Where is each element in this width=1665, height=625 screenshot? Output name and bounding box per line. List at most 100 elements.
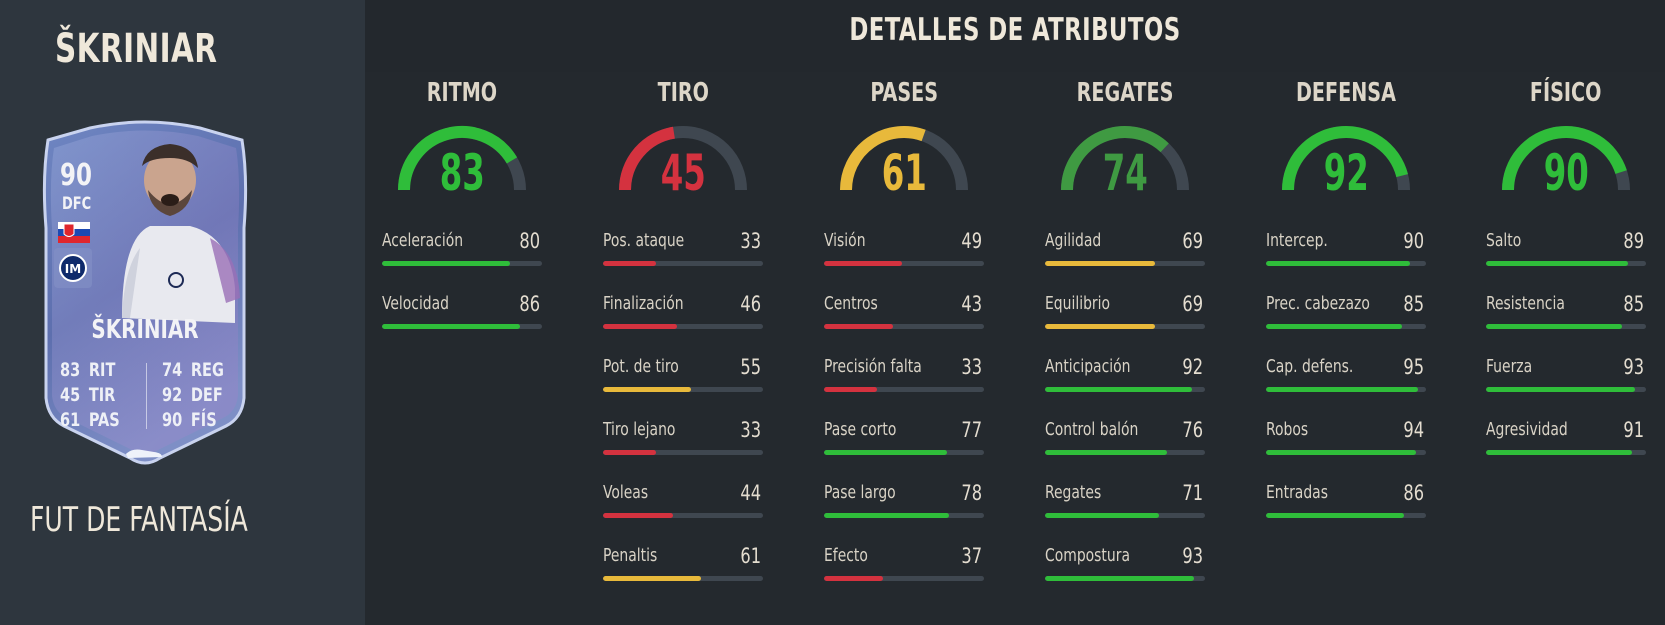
card-stat: 83 RIT bbox=[60, 359, 116, 381]
attribute-bar bbox=[1266, 387, 1426, 392]
panel-title: DETALLES DE ATRIBUTOS bbox=[849, 12, 1181, 48]
attribute-bar-fill bbox=[1045, 513, 1159, 518]
card-stat: 61 PAS bbox=[60, 409, 120, 431]
category-regates: REGATES 74 Agilidad 69 Equilibrio 69 Anticipac… bbox=[1045, 78, 1205, 581]
attribute-name: Centros bbox=[824, 293, 878, 314]
attribute-value: 71 bbox=[1182, 481, 1203, 505]
attribute-name: Tiro lejano bbox=[603, 419, 676, 440]
attribute-bar-fill bbox=[824, 576, 884, 581]
card-stat: 92 DEF bbox=[162, 384, 223, 406]
attribute-name: Pase corto bbox=[824, 419, 897, 440]
panel-header bbox=[365, 0, 1665, 72]
attribute-row: Fuerza 93 bbox=[1486, 355, 1646, 396]
attribute-name: Voleas bbox=[603, 482, 649, 503]
player-photo bbox=[122, 144, 240, 323]
attribute-value: 80 bbox=[519, 229, 540, 253]
attribute-bar bbox=[824, 261, 984, 266]
attribute-row: Efecto 37 bbox=[824, 544, 984, 585]
attribute-value: 43 bbox=[961, 292, 982, 316]
attribute-bar-fill bbox=[1486, 324, 1622, 329]
attribute-name: Fuerza bbox=[1486, 356, 1533, 377]
attribute-bar bbox=[824, 576, 984, 581]
attribute-bar-fill bbox=[382, 324, 520, 329]
attribute-name: Precisión falta bbox=[824, 356, 922, 377]
category-gauge: 83 bbox=[382, 110, 542, 220]
gauge-fill bbox=[398, 126, 518, 191]
card-background: IM bbox=[42, 120, 248, 465]
attribute-value: 95 bbox=[1403, 355, 1424, 379]
attribute-value: 89 bbox=[1623, 229, 1644, 253]
attribute-bar-fill bbox=[603, 324, 677, 329]
attribute-row: Tiro lejano 33 bbox=[603, 418, 763, 459]
attribute-bar bbox=[603, 513, 763, 518]
attribute-row: Robos 94 bbox=[1266, 418, 1426, 459]
attribute-bar bbox=[603, 261, 763, 266]
attribute-bar-fill bbox=[824, 450, 948, 455]
attribute-bar-fill bbox=[382, 261, 510, 266]
category-pases: PASES 61 Visión 49 Centros 43 Precisión falta 3… bbox=[824, 78, 984, 581]
attribute-row: Visión 49 bbox=[824, 229, 984, 270]
attribute-bar-fill bbox=[824, 261, 903, 266]
attribute-value: 86 bbox=[519, 292, 540, 316]
attribute-bar-fill bbox=[824, 513, 949, 518]
attribute-name: Compostura bbox=[1045, 545, 1130, 566]
card-version-label: FUT DE FANTASÍA bbox=[30, 500, 248, 540]
attribute-value: 37 bbox=[961, 544, 982, 568]
attribute-bar-fill bbox=[603, 576, 701, 581]
attribute-bar bbox=[382, 324, 542, 329]
category-title: REGATES bbox=[1076, 78, 1174, 108]
card-stats-divider bbox=[146, 363, 147, 429]
category-value: 90 bbox=[1543, 144, 1589, 202]
attribute-bar bbox=[824, 450, 984, 455]
gauge-fill bbox=[840, 126, 926, 191]
attribute-value: 61 bbox=[740, 544, 761, 568]
category-físico: FÍSICO 90 Salto 89 Resistencia 85 Fuerza 93 Agre… bbox=[1486, 78, 1646, 455]
attribute-name: Finalización bbox=[603, 293, 684, 314]
attribute-name: Resistencia bbox=[1486, 293, 1565, 314]
attribute-bar bbox=[603, 387, 763, 392]
attribute-value: 46 bbox=[740, 292, 761, 316]
gauge-fill bbox=[1061, 126, 1169, 191]
category-value: 83 bbox=[439, 144, 485, 202]
category-gauge: 74 bbox=[1045, 110, 1205, 220]
category-defensa: DEFENSA 92 Intercep. 90 Prec. cabezazo 85 Cap.… bbox=[1266, 78, 1426, 518]
attribute-name: Cap. defens. bbox=[1266, 356, 1354, 377]
nation-flag bbox=[58, 222, 90, 243]
player-card[interactable]: IM 90 DFC ŠKRINIAR 83 RIT 45 TIR 61 PAS … bbox=[30, 118, 260, 478]
attribute-row: Anticipación 92 bbox=[1045, 355, 1205, 396]
attribute-bar bbox=[1486, 387, 1646, 392]
attribute-value: 92 bbox=[1182, 355, 1203, 379]
attribute-bar bbox=[1045, 450, 1205, 455]
attribute-bar-fill bbox=[603, 513, 674, 518]
attribute-row: Prec. cabezazo 85 bbox=[1266, 292, 1426, 333]
category-title: DEFENSA bbox=[1296, 78, 1396, 108]
attribute-bar bbox=[603, 450, 763, 455]
attribute-row: Salto 89 bbox=[1486, 229, 1646, 270]
attribute-bar bbox=[603, 324, 763, 329]
attribute-row: Resistencia 85 bbox=[1486, 292, 1646, 333]
attribute-bar-fill bbox=[1266, 513, 1404, 518]
attribute-row: Pase corto 77 bbox=[824, 418, 984, 459]
club-badge: IM bbox=[54, 248, 92, 288]
attribute-row: Pase largo 78 bbox=[824, 481, 984, 522]
attribute-row: Cap. defens. 95 bbox=[1266, 355, 1426, 396]
attribute-bar-fill bbox=[1266, 450, 1417, 455]
attribute-value: 93 bbox=[1182, 544, 1203, 568]
category-title: PASES bbox=[870, 78, 938, 108]
attribute-row: Velocidad 86 bbox=[382, 292, 542, 333]
attribute-value: 76 bbox=[1182, 418, 1203, 442]
attribute-name: Agilidad bbox=[1045, 230, 1102, 251]
attribute-bar-fill bbox=[1045, 324, 1156, 329]
attribute-bar-fill bbox=[1486, 450, 1632, 455]
attribute-value: 85 bbox=[1623, 292, 1644, 316]
attribute-name: Equilibrio bbox=[1045, 293, 1111, 314]
category-gauge: 61 bbox=[824, 110, 984, 220]
attribute-name: Salto bbox=[1486, 230, 1522, 251]
boot-icon bbox=[124, 444, 164, 464]
attribute-bar bbox=[1266, 324, 1426, 329]
category-tiro: TIRO 45 Pos. ataque 33 Finalización 46 Pot. de… bbox=[603, 78, 763, 581]
category-value: 45 bbox=[660, 144, 706, 202]
attribute-bar bbox=[1045, 576, 1205, 581]
attribute-value: 78 bbox=[961, 481, 982, 505]
category-value: 92 bbox=[1323, 144, 1369, 202]
